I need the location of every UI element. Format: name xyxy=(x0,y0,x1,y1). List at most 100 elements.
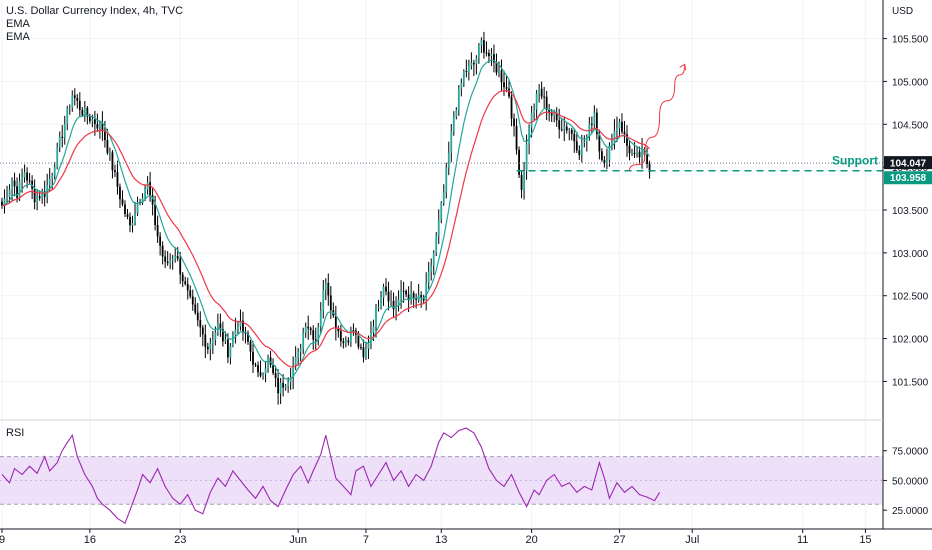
candle-body-down xyxy=(520,174,523,190)
candle-body-down xyxy=(244,332,247,334)
candle-body-down xyxy=(558,120,561,130)
candle-body-down xyxy=(352,330,355,332)
candle-body-up xyxy=(144,189,146,199)
candle-body-up xyxy=(229,345,232,358)
candle-body-up xyxy=(21,177,23,182)
candle-body-down xyxy=(555,113,558,121)
candle-body-down xyxy=(189,290,192,297)
projection-curve[interactable] xyxy=(629,64,686,171)
candle-body-down xyxy=(600,151,603,160)
candle-body-up xyxy=(171,258,174,261)
candle-body-up xyxy=(470,63,473,66)
candle-body-down xyxy=(560,129,563,131)
candle-body-down xyxy=(221,329,224,342)
candle-body-up xyxy=(430,265,433,272)
candle-body-up xyxy=(367,343,370,349)
candle-body-down xyxy=(121,199,124,205)
axes xyxy=(0,0,932,530)
rsi-title[interactable]: RSI xyxy=(6,427,25,439)
candle-body-down xyxy=(513,118,515,126)
candle-body-up xyxy=(382,286,385,298)
candle-body-up xyxy=(583,141,586,143)
candle-body-up xyxy=(146,182,149,190)
candle-body-up xyxy=(264,368,267,375)
candle-body-down xyxy=(81,109,84,116)
candle-body-down xyxy=(633,152,636,154)
candle-body-down xyxy=(269,357,272,366)
candle-body-up xyxy=(425,282,428,301)
price-tags: 104.047 103.958 xyxy=(884,156,932,185)
rsi-band xyxy=(0,456,883,505)
candle-body-down xyxy=(101,123,104,131)
candle-body-down xyxy=(508,88,510,97)
candle-body-up xyxy=(56,146,59,168)
candle-body-down xyxy=(43,191,46,197)
candle-body-up xyxy=(71,95,74,108)
candle-body-down xyxy=(156,224,159,237)
candle-body-down xyxy=(543,96,546,98)
candle-body-down xyxy=(201,327,204,335)
candle-body-up xyxy=(66,108,69,124)
candle-body-down xyxy=(621,121,623,132)
candle-body-down xyxy=(623,131,626,135)
support-price-value: 103.958 xyxy=(890,173,927,184)
candle-body-up xyxy=(134,213,136,223)
candle-body-down xyxy=(38,196,41,199)
candle-body-down xyxy=(159,236,162,246)
chart-title[interactable]: U.S. Dollar Currency Index, 4h, TVC xyxy=(6,5,184,17)
candle-body-down xyxy=(472,63,475,65)
candle-body-up xyxy=(478,45,480,58)
candle-body-up xyxy=(209,343,212,350)
candle-body-down xyxy=(191,296,194,305)
candle-body-up xyxy=(435,235,438,253)
candle-body-up xyxy=(611,142,613,146)
candle-body-down xyxy=(590,123,593,125)
candle-body-up xyxy=(606,160,608,164)
candle-body-down xyxy=(204,334,207,347)
candle-body-up xyxy=(289,377,292,383)
candle-body-up xyxy=(535,93,538,110)
candle-body-up xyxy=(397,299,400,306)
candle-body-down xyxy=(28,180,31,182)
candle-body-down xyxy=(412,293,415,299)
candle-body-down xyxy=(307,326,310,329)
candle-body-down xyxy=(254,364,257,366)
candle-body-down xyxy=(73,95,76,98)
rsi-tick-label: 50.0000 xyxy=(892,476,929,487)
candle-body-down xyxy=(603,159,606,164)
candle-body-down xyxy=(392,300,395,310)
candle-body-up xyxy=(53,167,56,176)
candle-body-up xyxy=(475,57,478,65)
ema-lines xyxy=(1,59,651,381)
candle-body-up xyxy=(174,256,177,259)
candle-body-up xyxy=(91,119,94,122)
candle-body-down xyxy=(638,151,641,158)
candle-body-down xyxy=(339,331,342,342)
candle-body-down xyxy=(483,40,485,53)
candle-body-up xyxy=(68,107,71,109)
candle-body-up xyxy=(36,196,39,203)
candle-body-up xyxy=(608,145,611,161)
candle-body-down xyxy=(342,341,345,344)
candle-body-down xyxy=(420,295,423,298)
candle-body-up xyxy=(390,300,392,302)
candle-body-up xyxy=(593,112,596,125)
candle-body-down xyxy=(16,186,18,198)
legend-ema-slow[interactable]: EMA xyxy=(6,31,30,43)
time-tick-label: 16 xyxy=(84,534,96,546)
candle-body-down xyxy=(181,274,184,282)
candle-body-down xyxy=(598,134,601,152)
candle-body-down xyxy=(518,149,520,175)
candle-body-down xyxy=(495,62,498,73)
candle-body-down xyxy=(247,333,249,342)
candle-body-up xyxy=(284,385,287,388)
candle-body-down xyxy=(61,136,64,138)
legend-ema-fast[interactable]: EMA xyxy=(6,18,30,30)
price-tick-label: 105.000 xyxy=(892,77,929,88)
time-tick-label: Jun xyxy=(289,534,307,546)
price-tick-label: 102.500 xyxy=(892,292,929,303)
candle-body-down xyxy=(485,52,488,54)
candle-body-down xyxy=(26,172,28,181)
time-tick-label: 15 xyxy=(859,534,871,546)
